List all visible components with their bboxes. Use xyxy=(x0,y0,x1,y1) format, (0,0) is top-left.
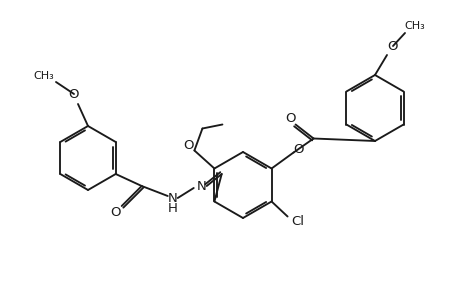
Text: Cl: Cl xyxy=(291,215,303,228)
Text: O: O xyxy=(183,139,193,152)
Text: H: H xyxy=(168,202,177,215)
Text: CH₃: CH₃ xyxy=(34,71,54,81)
Text: O: O xyxy=(285,112,295,125)
Text: CH₃: CH₃ xyxy=(404,21,425,31)
Text: N: N xyxy=(168,191,177,205)
Text: O: O xyxy=(110,206,121,218)
Text: O: O xyxy=(387,40,397,52)
Text: O: O xyxy=(293,143,303,156)
Text: N: N xyxy=(196,179,206,193)
Text: O: O xyxy=(68,88,79,100)
